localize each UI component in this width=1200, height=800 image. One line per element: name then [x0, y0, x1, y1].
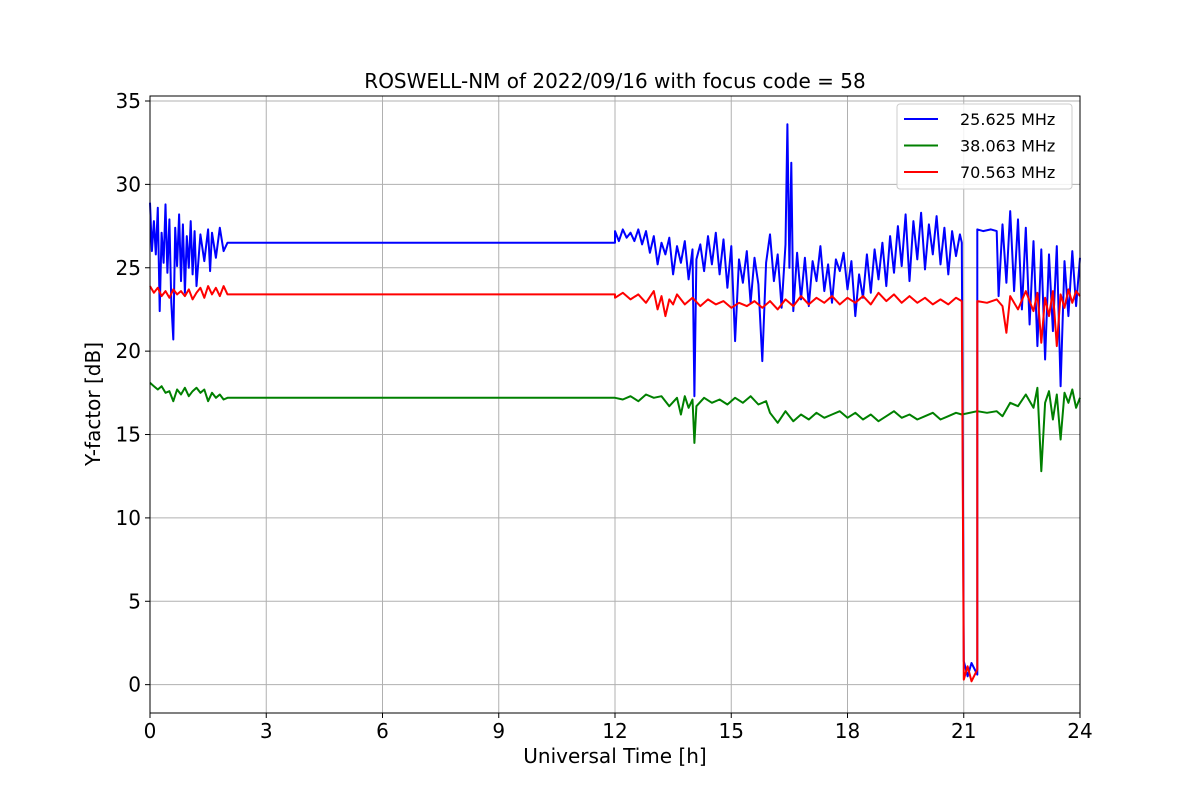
- x-tick-label: 24: [1067, 719, 1092, 743]
- y-tick-label: 25: [116, 256, 141, 280]
- x-tick-label: 12: [602, 719, 627, 743]
- x-tick-label: 0: [144, 719, 157, 743]
- x-tick-label: 18: [835, 719, 860, 743]
- legend-box: [896, 103, 1073, 190]
- y-tick-label: 30: [116, 172, 141, 196]
- y-tick-label: 15: [116, 423, 141, 447]
- x-axis-label: Universal Time [h]: [523, 744, 706, 768]
- legend-label-3: 70.563 MHz: [960, 163, 1055, 182]
- x-tick-label: 3: [260, 719, 273, 743]
- legend-label-1: 25.625 MHz: [960, 110, 1055, 129]
- y-tick-label: 35: [116, 89, 141, 113]
- chart-title: ROSWELL-NM of 2022/09/16 with focus code…: [364, 69, 865, 93]
- x-tick-label: 15: [719, 719, 744, 743]
- y-tick-label: 0: [128, 673, 141, 697]
- y-tick-label: 10: [116, 506, 141, 530]
- x-tick-label: 21: [951, 719, 976, 743]
- series-lines: [149, 123, 1081, 683]
- x-tick-label: 6: [376, 719, 389, 743]
- legend-label-2: 38.063 MHz: [960, 137, 1055, 156]
- grid-lines: [149, 96, 1081, 713]
- x-tick-label: 9: [492, 719, 505, 743]
- y-tick-label: 5: [128, 589, 141, 613]
- legend: 25.625 MHz 38.063 MHz 70.563 MHz: [896, 103, 1073, 190]
- series-line-3: [149, 285, 1081, 683]
- series-line-1: [149, 123, 1081, 678]
- y-axis-label: Y-factor [dB]: [81, 342, 105, 467]
- series-line-2: [149, 382, 1081, 473]
- axis-ticks: 0 3 6 9 12 15 18 21 24 0 5 10 15 20 25 30 35: [116, 89, 1093, 743]
- y-tick-label: 20: [116, 339, 141, 363]
